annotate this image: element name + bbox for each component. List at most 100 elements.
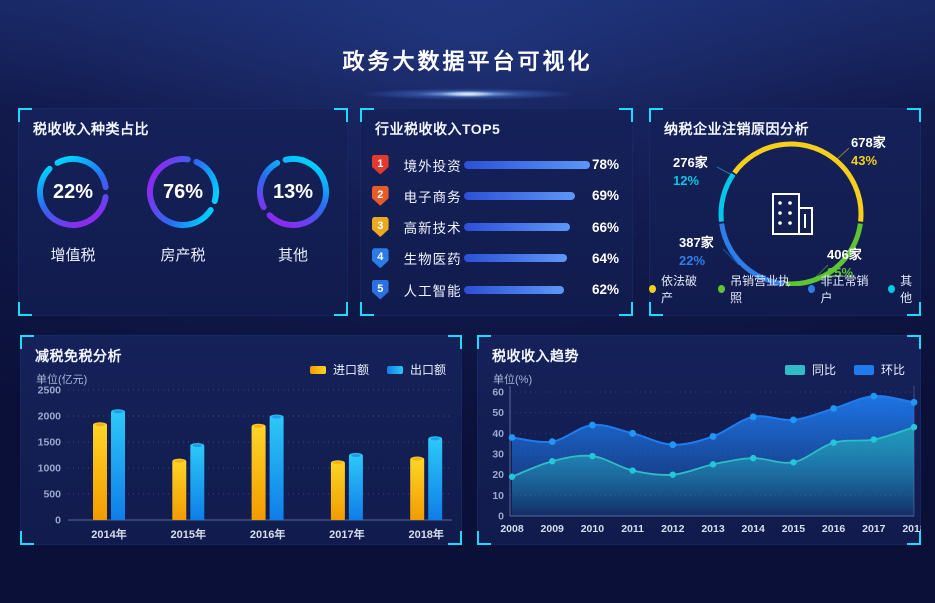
panel-title: 行业税收收入TOP5: [375, 121, 501, 137]
legend-item[interactable]: 吊销营业执照: [718, 272, 793, 306]
industry-label: 境外投资: [403, 158, 462, 174]
bar-出口额: [428, 438, 443, 520]
bar-进口额: [172, 461, 187, 520]
panel-title: 纳税企业注销原因分析: [664, 121, 809, 137]
donut-callout: 678家 43%: [851, 134, 886, 170]
svg-text:2008: 2008: [500, 523, 524, 535]
svg-text:2018: 2018: [902, 523, 921, 535]
industry-label: 电子商务: [403, 189, 462, 205]
svg-text:50: 50: [492, 407, 504, 419]
bar-出口额: [348, 455, 363, 520]
industry-top5-list[interactable]: 1 境外投资 78% 2 电子商务 69% 3 高新技术 66% 4 生物医药 64% 5 人工智能 62%: [372, 154, 619, 300]
percent-value: 78%: [591, 157, 620, 172]
top5-row[interactable]: 2 电子商务 69%: [372, 185, 619, 206]
donut-percent: 22%: [52, 180, 94, 203]
corner-bracket: [360, 302, 374, 316]
svg-text:2015: 2015: [782, 523, 806, 535]
rank-badge: 2: [372, 185, 389, 206]
panel-cancellation-reasons: 纳税企业注销原因分析 678家 43% 406家 25% 387家 22% 276家 12% …: [649, 108, 921, 316]
legend-swatch: [309, 365, 326, 374]
legend-item[interactable]: 出口额: [386, 361, 446, 378]
panel-tax-trend: 税收收入趋势 单位(%) 同比 环比 0 10 20 30 40 50 60 2008 2009 2…: [477, 335, 921, 545]
callout-percent: 22%: [679, 253, 706, 268]
panel-industry-top5: 行业税收收入TOP5 1 境外投资 78% 2 电子商务 69% 3 高新技术 66% 4 生物医药…: [360, 108, 633, 316]
bar-进口额: [410, 459, 425, 520]
legend-item[interactable]: 依法破产: [649, 272, 703, 306]
callout-percent: 25%: [827, 265, 854, 280]
value-bar: [464, 285, 584, 294]
rank-badge: 3: [372, 217, 389, 237]
callout-count: 678家: [851, 135, 886, 150]
svg-text:2011: 2011: [621, 523, 644, 535]
legend-dot: [649, 285, 657, 293]
tax-type-donut-charts[interactable]: 22% 增值税 76% 房产税 13% 其他: [18, 154, 348, 265]
cancellation-legend[interactable]: 依法破产 吊销营业执照 非正常销户 其他: [649, 272, 921, 306]
top5-row[interactable]: 1 境外投资 78%: [372, 154, 619, 175]
svg-text:2000: 2000: [38, 411, 62, 423]
bar-chart-legend[interactable]: 进口额 出口额: [309, 361, 446, 378]
industry-label: 人工智能: [403, 283, 462, 299]
donut-percent: 76%: [162, 180, 204, 203]
svg-text:1500: 1500: [38, 437, 62, 449]
svg-text:2016年: 2016年: [250, 527, 285, 541]
top5-row[interactable]: 4 生物医药 64%: [372, 248, 619, 269]
legend-item[interactable]: 环比: [853, 361, 905, 378]
svg-text:2500: 2500: [38, 385, 62, 397]
corner-bracket: [18, 108, 32, 122]
svg-text:20: 20: [492, 469, 504, 481]
callout-percent: 43%: [851, 153, 878, 168]
tax-type-donut[interactable]: 13% 其他: [255, 154, 331, 265]
top5-row[interactable]: 3 高新技术 66%: [372, 217, 619, 238]
svg-text:2010: 2010: [581, 523, 605, 535]
light-flare: [317, 86, 618, 102]
value-bar: [464, 254, 584, 263]
trend-chart-legend[interactable]: 同比 环比: [784, 361, 905, 378]
donut-label: 房产税: [160, 247, 206, 264]
cancellation-donut-chart[interactable]: [649, 108, 921, 286]
svg-text:2017: 2017: [862, 523, 886, 535]
bar-进口额: [330, 462, 345, 520]
callout-count: 406家: [827, 247, 862, 262]
corner-bracket: [619, 302, 633, 316]
donut-percent: 13%: [272, 180, 314, 203]
legend-item[interactable]: 同比: [784, 361, 836, 378]
legend-swatch: [386, 365, 403, 374]
percent-value: 69%: [591, 188, 620, 204]
svg-text:2014年: 2014年: [91, 527, 126, 541]
tax-reduction-bar-chart[interactable]: 0 500 1000 1500 2000 2500 2014年 2015年 2016年 2017年…: [20, 335, 462, 545]
svg-text:2015年: 2015年: [171, 527, 206, 541]
legend-dot: [888, 285, 896, 293]
tax-type-donut[interactable]: 76% 房产税: [145, 154, 221, 265]
page-title: 政务大数据平台可视化: [342, 49, 593, 74]
percent-value: 66%: [591, 219, 620, 235]
percent-value: 64%: [591, 250, 620, 266]
panel-title: 税收收入种类占比: [33, 121, 149, 137]
legend-item[interactable]: 进口额: [309, 361, 369, 378]
svg-text:1000: 1000: [38, 463, 62, 475]
legend-dot: [718, 285, 726, 293]
top5-row[interactable]: 5 人工智能 62%: [372, 279, 619, 300]
svg-text:2013: 2013: [701, 523, 725, 535]
unit-label: 单位(%): [493, 374, 533, 386]
legend-item[interactable]: 非正常销户: [808, 272, 873, 306]
callout-count: 387家: [679, 235, 714, 250]
svg-text:2014: 2014: [742, 523, 766, 535]
panel-title: 税收收入趋势: [492, 348, 579, 364]
legend-swatch: [784, 364, 805, 375]
legend-swatch: [853, 364, 874, 375]
tax-trend-area-chart[interactable]: 0 10 20 30 40 50 60 2008 2009 2010 2011 2012 2013 201…: [477, 335, 921, 545]
corner-bracket: [619, 108, 633, 122]
svg-text:2012: 2012: [661, 523, 685, 535]
value-bar: [464, 191, 584, 200]
legend-label: 依法破产: [661, 274, 698, 305]
legend-label: 非正常销户: [820, 274, 869, 305]
svg-text:2018年: 2018年: [408, 527, 443, 541]
header: 政务大数据平台可视化: [0, 0, 935, 102]
legend-label: 吊销营业执照: [730, 274, 791, 305]
donut-label: 其他: [277, 247, 308, 264]
legend-dot: [808, 285, 816, 293]
donut-label: 增值税: [50, 247, 96, 264]
legend-item[interactable]: 其他: [888, 272, 921, 306]
percent-value: 62%: [591, 282, 620, 297]
tax-type-donut[interactable]: 22% 增值税: [35, 154, 111, 265]
